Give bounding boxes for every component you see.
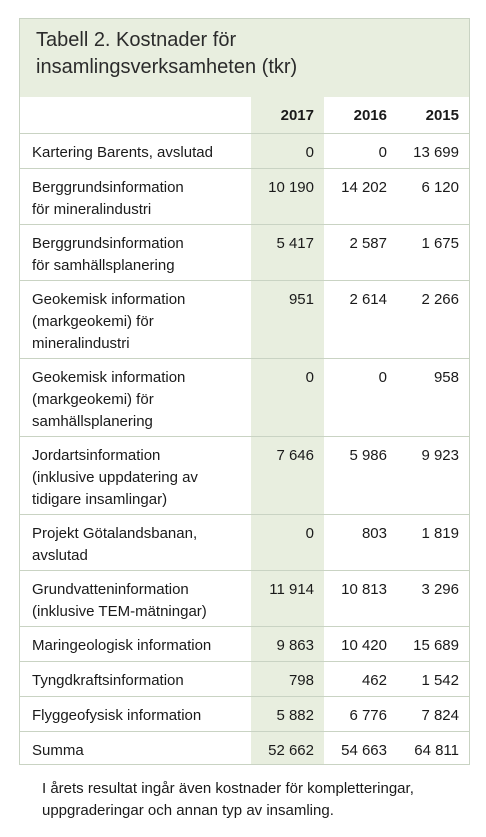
row-label: Geokemisk information (markgeokemi) för sa… [20,358,251,437]
cell-2015: 1 675 [397,224,469,281]
cell-2017: 951 [251,280,324,359]
cost-table-panel: Tabell 2. Kostnader för insamlingsverksa… [19,18,470,765]
table-row: Grundvatteninformation (inklusive TEM-mät… [20,570,469,627]
cell-2016: 10 813 [324,570,397,627]
cell-2015: 15 689 [397,626,469,662]
cell-2016: 14 202 [324,168,397,225]
header-2016: 2016 [324,97,397,134]
cell-2016: 5 986 [324,436,397,515]
cell-2017: 0 [251,133,324,169]
row-label-line: Geokemisk information [32,369,186,386]
header-row: 2017 2016 2015 [20,97,469,134]
cell-2016: 0 [324,358,397,437]
table-row: Flyggeofysisk information 5 882 6 776 7 824 [20,696,469,732]
cell-2017: 7 646 [251,436,324,515]
cell-2017: 0 [251,358,324,437]
cell-2017: 9 863 [251,626,324,662]
cell-2015: 7 824 [397,696,469,732]
row-label-line: (inklusive uppdatering av [32,469,198,486]
cell-2016: 2 587 [324,224,397,281]
row-label-line: (inklusive TEM-mätningar) [32,603,207,620]
row-label: Jordartsinformation (inklusive uppdaterin… [20,436,251,515]
cell-2017: 11 914 [251,570,324,627]
cell-2015: 6 120 [397,168,469,225]
row-label-line: Summa [32,742,84,759]
cell-2015: 13 699 [397,133,469,169]
row-label: Kartering Barents, avslutad [20,133,251,169]
row-label: Summa [20,732,251,767]
table-title-line-1: Tabell 2. Kostnader för [36,29,237,51]
row-label: Berggrundsinformation för mineralindustri [20,168,251,225]
cell-2015: 958 [397,358,469,437]
row-label-line: (markgeokemi) för [32,391,154,408]
cell-2016: 6 776 [324,696,397,732]
header-2017: 2017 [251,97,324,134]
row-label-line: Maringeologisk information [32,637,212,654]
row-label-line: mineralindustri [32,335,130,352]
cell-2015: 1 542 [397,661,469,697]
row-label-line: Tyngdkraftsinformation [32,672,184,689]
cell-2017: 0 [251,514,324,571]
row-label: Berggrundsinformation för samhällsplaneri… [20,224,251,281]
table-row: Jordartsinformation (inklusive uppdaterin… [20,436,469,515]
row-label-line: avslutad [32,547,88,564]
row-label-line: Geokemisk information [32,291,186,308]
cell-2016: 803 [324,514,397,571]
row-label: Geokemisk information (markgeokemi) för mi… [20,280,251,359]
cell-2016: 2 614 [324,280,397,359]
table-row: Kartering Barents, avslutad 0 0 13 699 [20,133,469,169]
cell-2015: 2 266 [397,280,469,359]
table-row: Projekt Götalandsbanan, avslutad 0 803 1 819 [20,514,469,571]
table-row: Maringeologisk information 9 863 10 420 15 … [20,626,469,662]
table-title: Tabell 2. Kostnader för insamlingsverksa… [20,19,469,97]
row-label-line: samhällsplanering [32,413,153,430]
footnote-line-2: uppgraderingar och annan typ av insamlin… [42,802,334,819]
row-label-line: Jordartsinformation [32,447,161,464]
table-title-line-2: insamlingsverksamheten (tkr) [36,56,298,78]
cell-2017: 10 190 [251,168,324,225]
table-row: Berggrundsinformation för samhällsplaneri… [20,224,469,281]
cell-2017: 798 [251,661,324,697]
cell-2016: 462 [324,661,397,697]
cell-2016: 0 [324,133,397,169]
table-row: Geokemisk information (markgeokemi) för mi… [20,280,469,359]
row-label: Flyggeofysisk information [20,696,251,732]
cell-2015: 3 296 [397,570,469,627]
cell-2015: 9 923 [397,436,469,515]
footnote-line-1: I årets resultat ingår även kostnader fö… [42,780,414,797]
row-label-line: Berggrundsinformation [32,235,184,252]
row-label-line: Projekt Götalandsbanan, [32,525,198,542]
cost-table: 2017 2016 2015 Kartering Barents, avslut… [20,97,469,767]
row-label-line: Grundvatteninformation [32,581,189,598]
row-label-line: (markgeokemi) för [32,313,154,330]
row-label-line: tidigare insamlingar) [32,491,168,508]
cell-2016: 54 663 [341,742,387,759]
table-row: Summa 52 662 54 663 64 811 [20,732,469,767]
cell-2017: 5 417 [251,224,324,281]
table-row: Geokemisk information (markgeokemi) för sa… [20,358,469,437]
row-label-line: Flyggeofysisk information [32,707,202,724]
row-label-line: för mineralindustri [32,201,152,218]
row-label-line: Berggrundsinformation [32,179,184,196]
row-label: Grundvatteninformation (inklusive TEM-mät… [20,570,251,627]
table-row: Berggrundsinformation för mineralindustri… [20,168,469,225]
row-label-line: för samhällsplanering [32,257,175,274]
header-2015: 2015 [397,97,469,134]
row-label: Maringeologisk information [20,626,251,662]
footnote: I årets resultat ingår även kostnader fö… [42,778,462,822]
table-row: Tyngdkraftsinformation 798 462 1 542 [20,661,469,697]
row-label-line: Kartering Barents, avslutad [32,144,213,161]
row-label: Projekt Götalandsbanan, avslutad [20,514,251,571]
cell-2015: 64 811 [414,742,459,759]
cell-2017: 5 882 [251,696,324,732]
cell-2017: 52 662 [268,742,314,759]
header-spacer [20,97,251,134]
cell-2015: 1 819 [397,514,469,571]
cell-2016: 10 420 [324,626,397,662]
row-label: Tyngdkraftsinformation [20,661,251,697]
